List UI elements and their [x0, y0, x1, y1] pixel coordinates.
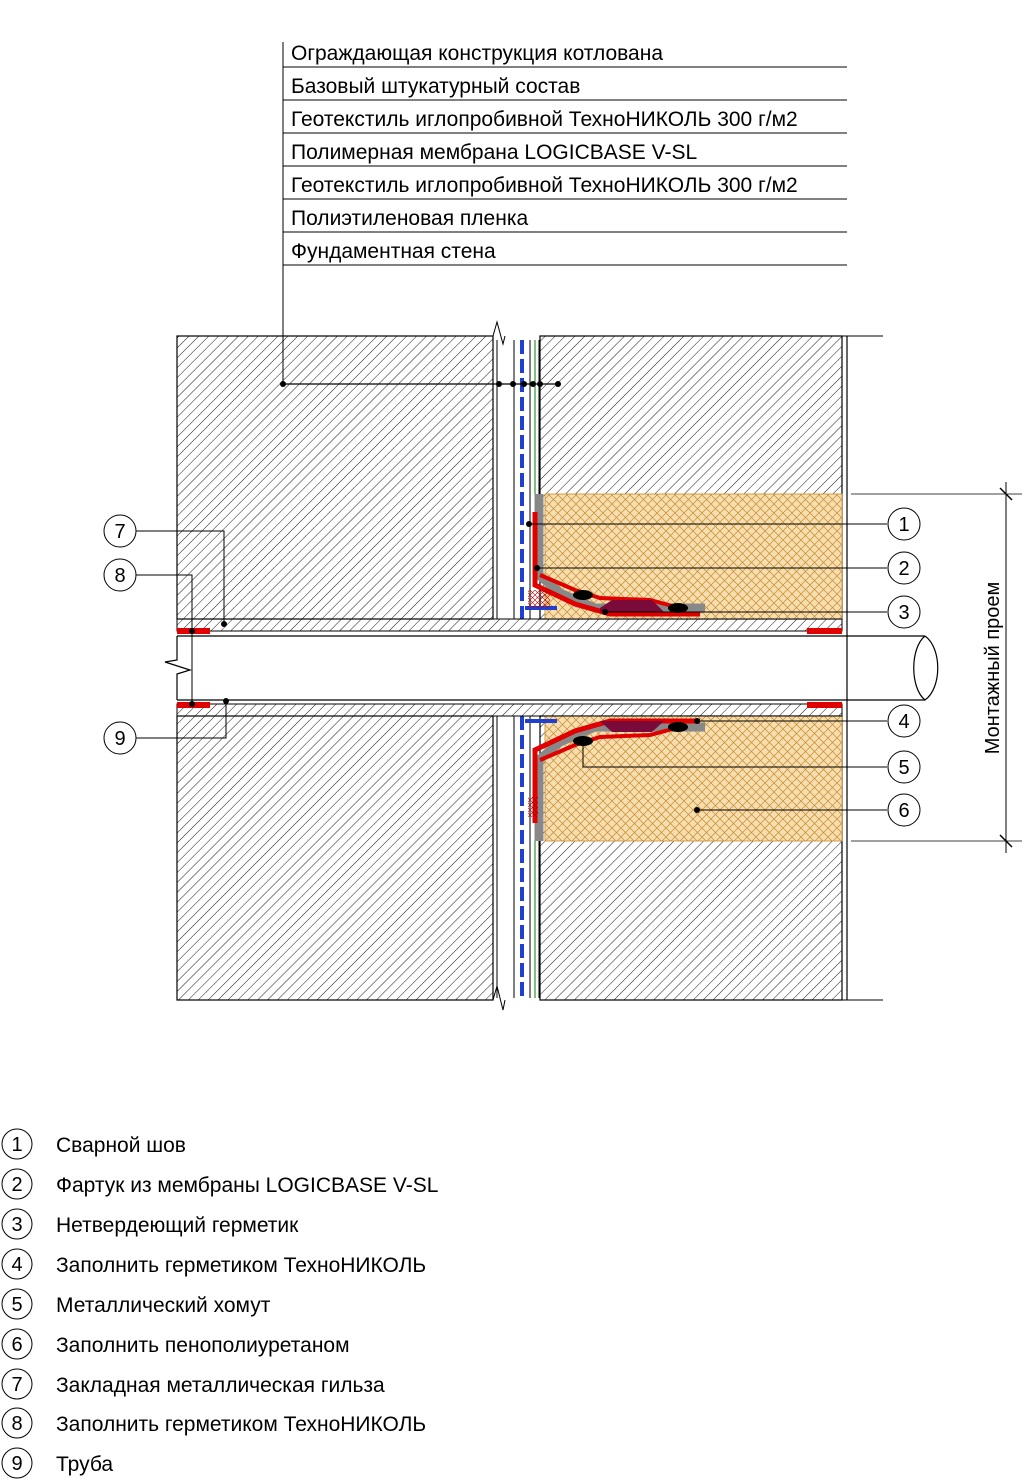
- layer-label: Полимерная мембрана LOGICBASE V-SL: [291, 141, 697, 164]
- legend-text: Заполнить герметиком ТехноНИКОЛЬ: [56, 1413, 426, 1436]
- membrane-apron-lower: [528, 718, 705, 841]
- callout-5: 5: [887, 750, 921, 784]
- layer-label: Геотекстиль иглопробивной ТехноНИКОЛЬ 30…: [291, 108, 798, 131]
- wall-section: [164, 320, 1022, 1011]
- layer-row: Фундаментная стена: [283, 240, 847, 266]
- pu-foam-fill-upper: [544, 493, 843, 620]
- legend-text: Заполнить пенополиуретаном: [56, 1334, 350, 1357]
- legend-item: 8 Заполнить герметиком ТехноНИКОЛЬ: [1, 1407, 426, 1439]
- callout-4: 4: [887, 704, 921, 738]
- legend-number: 3: [11, 1214, 22, 1236]
- callout-2: 2: [887, 551, 921, 585]
- layer-label: Фундаментная стена: [291, 240, 496, 263]
- metal-clamp: [573, 736, 593, 746]
- legend-item: 5 Металлический хомут: [1, 1288, 271, 1320]
- retaining-structure-upper: [176, 335, 494, 620]
- leader-dots: [189, 521, 700, 813]
- legend-number: 8: [11, 1413, 22, 1435]
- legend-item: 9 Труба: [1, 1447, 113, 1479]
- legend-item: 7 Закладная металлическая гильза: [1, 1368, 385, 1400]
- legend-number: 4: [11, 1254, 22, 1276]
- pu-foam-fill-lower: [544, 715, 843, 842]
- layer-row: Геотекстиль иглопробивной ТехноНИКОЛЬ 30…: [283, 108, 847, 134]
- embedded-sleeve-upper: [176, 618, 843, 632]
- callout-number: 6: [898, 800, 909, 822]
- metal-clamp: [668, 722, 688, 732]
- metal-clamp: [573, 590, 593, 600]
- layer-label: Базовый штукатурный состав: [291, 75, 580, 98]
- layer-row: Ограждающая конструкция котлована: [283, 42, 847, 68]
- callout-bubbles: 1 2 3 4 5 6 7 8: [103, 507, 921, 827]
- callout-6: 6: [887, 793, 921, 827]
- callout-7: 7: [103, 514, 137, 548]
- retaining-structure-lower: [176, 715, 494, 1001]
- legend-item: 2 Фартук из мембраны LOGICBASE V-SL: [1, 1168, 438, 1200]
- callout-1: 1: [887, 507, 921, 541]
- pipe: [164, 635, 939, 701]
- callout-number: 9: [114, 728, 125, 750]
- legend-number: 6: [11, 1334, 22, 1356]
- legend-text: Закладная металлическая гильза: [56, 1374, 385, 1397]
- legend-number: 9: [11, 1453, 22, 1475]
- sealant-fill: [600, 600, 664, 612]
- legend-number: 5: [11, 1294, 22, 1316]
- legend: 1 Сварной шов 2 Фартук из мембраны LOGIC…: [1, 1128, 438, 1479]
- membrane-apron: [532, 512, 700, 617]
- waterproofing-stack: [496, 340, 557, 998]
- callout-9: 9: [103, 721, 137, 755]
- legend-item: 6 Заполнить пенополиуретаном: [1, 1328, 350, 1360]
- sealant-plug: [807, 628, 842, 634]
- layer-row: Полимерная мембрана LOGICBASE V-SL: [283, 141, 847, 167]
- sealant-plug: [807, 702, 842, 708]
- pipe-break-line: [164, 636, 193, 700]
- legend-item: 4 Заполнить герметиком ТехноНИКОЛЬ: [1, 1248, 426, 1280]
- layer-list: Ограждающая конструкция котлована Базовы…: [282, 42, 847, 384]
- legend-number: 2: [11, 1174, 22, 1196]
- legend-item: 1 Сварной шов: [1, 1128, 186, 1160]
- layer-label: Ограждающая конструкция котлована: [291, 42, 663, 65]
- sealant-fill: [600, 721, 664, 732]
- metal-clamp: [668, 603, 688, 613]
- legend-text: Труба: [56, 1453, 113, 1476]
- callout-number: 2: [898, 558, 909, 580]
- layer-row: Базовый штукатурный состав: [283, 75, 847, 101]
- callout-number: 7: [114, 521, 125, 543]
- opening-dimension: Монтажный проем: [982, 482, 1013, 853]
- legend-text: Сварной шов: [56, 1134, 186, 1157]
- layer-row: Полиэтиленовая пленка: [283, 207, 847, 233]
- callout-number: 8: [114, 565, 125, 587]
- opening-dimension-label: Монтажный проем: [982, 582, 1004, 755]
- break-line-top: [492, 320, 506, 346]
- layer-label: Геотекстиль иглопробивной ТехноНИКОЛЬ 30…: [291, 174, 798, 197]
- legend-text: Заполнить герметиком ТехноНИКОЛЬ: [56, 1254, 426, 1277]
- callout-number: 5: [898, 757, 909, 779]
- callout-leaders: [136, 523, 887, 811]
- legend-item: 3 Нетвердеющий герметик: [1, 1208, 299, 1240]
- break-line-bottom: [492, 984, 506, 1011]
- callout-3: 3: [887, 595, 921, 629]
- callout-8: 8: [103, 558, 137, 592]
- layer-row: Геотекстиль иглопробивной ТехноНИКОЛЬ 30…: [283, 174, 847, 200]
- legend-text: Металлический хомут: [56, 1294, 271, 1317]
- legend-text: Нетвердеющий герметик: [56, 1214, 299, 1237]
- embedded-sleeve-lower: [176, 703, 843, 717]
- membrane-apron-upper: [528, 494, 705, 617]
- callout-number: 4: [898, 711, 909, 733]
- legend-number: 7: [11, 1374, 22, 1396]
- callout-number: 1: [898, 514, 909, 536]
- callout-number: 3: [898, 602, 909, 624]
- layer-label: Полиэтиленовая пленка: [291, 207, 528, 230]
- legend-text: Фартук из мембраны LOGICBASE V-SL: [56, 1174, 438, 1197]
- legend-number: 1: [11, 1134, 22, 1156]
